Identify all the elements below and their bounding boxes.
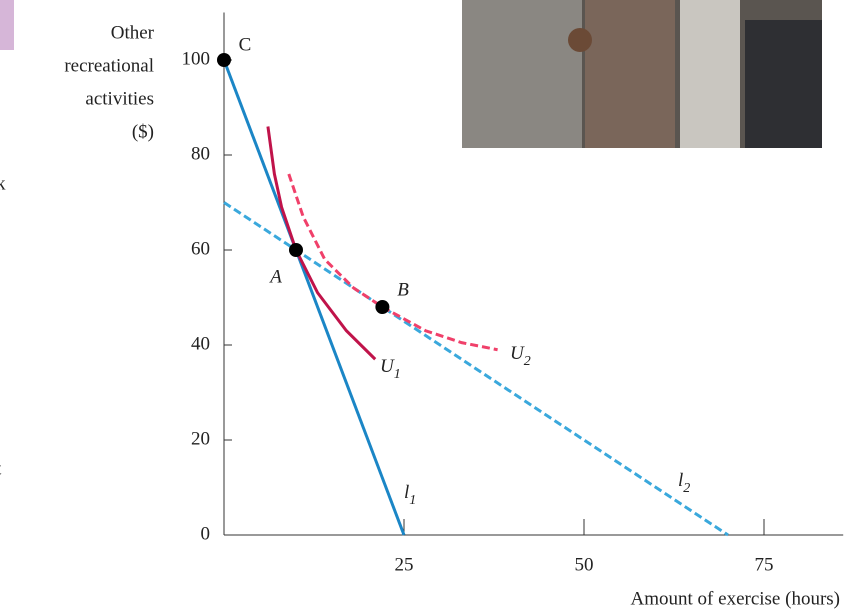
y-tick-label: 100 — [182, 48, 211, 69]
point — [217, 53, 231, 67]
series-line — [222, 59, 406, 536]
series-name: l — [404, 482, 409, 503]
point-label: B — [397, 279, 409, 300]
series-subscript: 2 — [683, 481, 690, 496]
series-label: l1 — [404, 482, 416, 508]
photo — [462, 0, 822, 148]
y-axis-label: ($) — [132, 121, 154, 142]
y-tick-label: 20 — [191, 428, 210, 449]
point — [289, 243, 303, 257]
series-label: U1 — [380, 356, 401, 382]
point-label: C — [239, 34, 252, 55]
y-tick-label: 40 — [191, 333, 210, 354]
series-label: U2 — [510, 343, 531, 369]
y-axis-label: Other — [111, 22, 155, 43]
y-axis-label: activities — [85, 88, 154, 109]
point — [375, 300, 390, 314]
x-tick-label: 50 — [575, 554, 594, 575]
series-subscript: 2 — [524, 354, 531, 369]
cropped-box — [0, 0, 14, 50]
series-name: U — [510, 343, 525, 364]
series-label: l2 — [678, 470, 690, 496]
series-name: U — [380, 356, 395, 377]
series-line — [287, 173, 498, 352]
y-tick-label: 0 — [201, 523, 211, 544]
cropped-text: t — [0, 458, 2, 479]
series-subscript: 1 — [409, 493, 416, 508]
y-axis-label: recreational — [64, 55, 154, 76]
point-label: A — [268, 266, 282, 287]
x-tick-label: 25 — [395, 554, 414, 575]
series-subscript: 1 — [394, 367, 401, 382]
series-line — [223, 201, 729, 537]
y-tick-label: 80 — [191, 143, 210, 164]
x-tick-label: 75 — [755, 554, 774, 575]
x-axis-label: Amount of exercise (hours) — [631, 588, 840, 609]
y-tick-label: 60 — [191, 238, 210, 259]
series-name: l — [678, 470, 683, 491]
cropped-text: k — [0, 173, 6, 194]
